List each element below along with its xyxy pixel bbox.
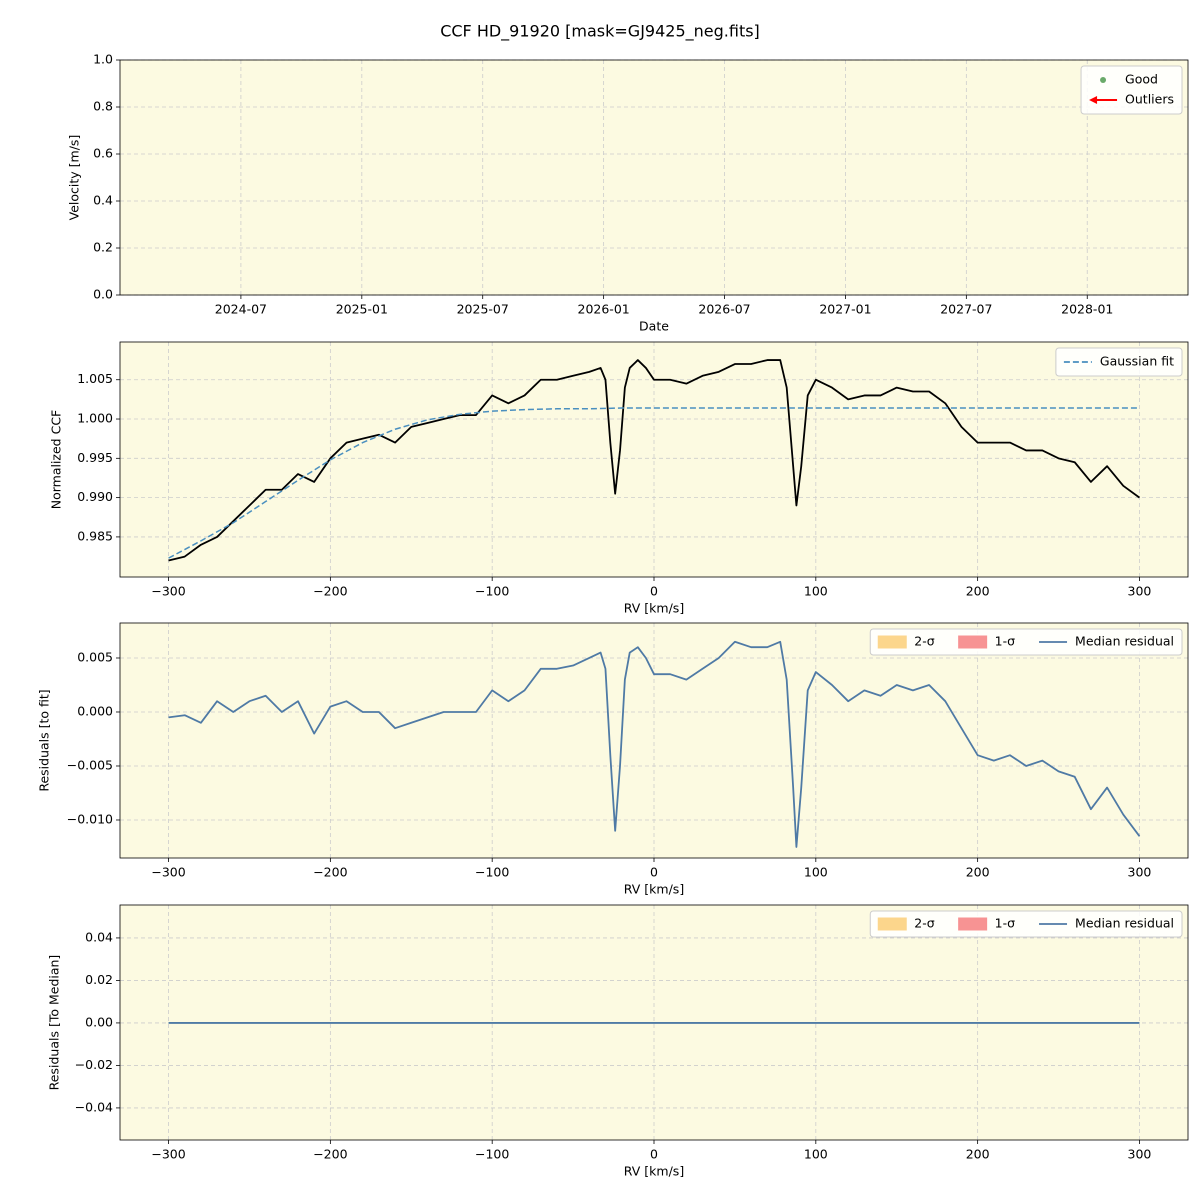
x-tick-label: 2026-01: [578, 302, 630, 317]
legend: 2-σ 1-σ Median residual: [869, 910, 1183, 938]
x-tick-label: 0: [650, 1147, 658, 1162]
x-tick-label: 2027-07: [940, 302, 992, 317]
y-axis-label: Residuals [to fit]: [37, 689, 52, 791]
legend-label: Gaussian fit: [1100, 354, 1174, 369]
x-tick-label: 2025-07: [457, 302, 509, 317]
x-tick-label: 100: [804, 1147, 828, 1162]
y-tick-label: −0.005: [67, 757, 113, 772]
x-tick-label: 100: [804, 584, 828, 599]
legend-label: Median residual: [1075, 634, 1174, 649]
legend-label: 1-σ: [995, 634, 1015, 649]
legend-frame: [869, 628, 1183, 656]
y-tick-label: 0.995: [77, 450, 113, 465]
legend-frame: [869, 910, 1183, 938]
x-tick-label: −100: [475, 584, 509, 599]
y-tick-label: 0.04: [85, 929, 113, 944]
plot-frame: [119, 622, 1189, 859]
x-tick-label: −300: [151, 584, 185, 599]
x-tick-label: 0: [650, 584, 658, 599]
y-tick-label: 0.005: [77, 649, 113, 664]
legend: 2-σ 1-σ Median residual: [869, 628, 1183, 656]
legend-label: 2-σ: [914, 916, 934, 931]
y-tick-label: 0.00: [85, 1014, 113, 1029]
x-tick-label: −200: [313, 1147, 347, 1162]
y-tick-label: 0.4: [93, 193, 113, 208]
y-tick-label: 0.02: [85, 972, 113, 987]
x-tick-label: −100: [475, 1147, 509, 1162]
x-tick-label: −300: [151, 1147, 185, 1162]
x-tick-label: 100: [804, 865, 828, 880]
y-tick-label: 0.990: [77, 489, 113, 504]
legend-frame: [1055, 347, 1183, 377]
legend-label: Median residual: [1075, 916, 1174, 931]
x-tick-label: 200: [966, 1147, 990, 1162]
legend-label: Outliers: [1125, 92, 1174, 107]
x-tick-label: 200: [966, 865, 990, 880]
legend-marker: [1100, 77, 1107, 83]
plot-frame: [119, 341, 1189, 578]
x-tick-label: 200: [966, 584, 990, 599]
x-tick-label: 2028-01: [1061, 302, 1113, 317]
x-tick-label: 300: [1128, 865, 1152, 880]
legend-swatch: [877, 917, 907, 931]
x-tick-label: −200: [313, 584, 347, 599]
x-tick-label: 300: [1128, 1147, 1152, 1162]
plot-frame: [119, 904, 1189, 1141]
legend-frame: [1080, 65, 1183, 115]
y-tick-label: 1.000: [77, 411, 113, 426]
legend-label: 2-σ: [914, 634, 934, 649]
y-axis-label: Velocity [m/s]: [67, 135, 82, 221]
x-tick-label: 2026-07: [698, 302, 750, 317]
x-tick-label: 300: [1128, 584, 1152, 599]
series-line: [168, 640, 1141, 848]
y-tick-label: 0.0: [93, 287, 113, 302]
plot-frame: [119, 59, 1189, 296]
legend-marker: [1089, 96, 1098, 104]
legend-swatch: [877, 635, 907, 649]
y-tick-label: 1.0: [93, 52, 113, 67]
x-tick-label: 2024-07: [215, 302, 267, 317]
y-tick-label: −0.010: [67, 811, 113, 826]
y-tick-label: 0.000: [77, 703, 113, 718]
y-tick-label: −0.04: [75, 1099, 113, 1114]
legend-label: Good: [1125, 72, 1158, 87]
x-axis-label: RV [km/s]: [624, 601, 684, 616]
legend-label: 1-σ: [995, 916, 1015, 931]
y-axis-label: Normalized CCF: [49, 410, 64, 510]
x-tick-label: −300: [151, 865, 185, 880]
y-tick-label: −0.02: [75, 1057, 113, 1072]
legend-swatch: [958, 917, 988, 931]
x-tick-label: 0: [650, 865, 658, 880]
figure-title: CCF HD_91920 [mask=GJ9425_neg.fits]: [440, 22, 760, 42]
x-axis-label: Date: [639, 319, 669, 334]
plot-area: [120, 342, 1188, 577]
x-axis-label: RV [km/s]: [624, 1164, 684, 1179]
y-tick-label: 0.985: [77, 528, 113, 543]
legend: Good Outliers: [1080, 65, 1183, 115]
legend-swatch: [958, 635, 988, 649]
plot-area: [120, 60, 1188, 295]
x-tick-label: −100: [475, 865, 509, 880]
y-tick-label: 0.2: [93, 240, 113, 255]
x-tick-label: 2025-01: [336, 302, 388, 317]
x-axis-label: RV [km/s]: [624, 882, 684, 897]
y-tick-label: 0.6: [93, 146, 113, 161]
x-tick-label: −200: [313, 865, 347, 880]
series-line: [168, 359, 1140, 562]
y-tick-label: 0.8: [93, 99, 113, 114]
plot-area: [120, 623, 1188, 858]
y-axis-label: Residuals [To Median]: [47, 955, 62, 1091]
legend: Gaussian fit: [1055, 347, 1183, 377]
series-line: [168, 407, 1140, 559]
y-tick-label: 1.005: [77, 371, 113, 386]
x-tick-label: 2027-01: [819, 302, 871, 317]
